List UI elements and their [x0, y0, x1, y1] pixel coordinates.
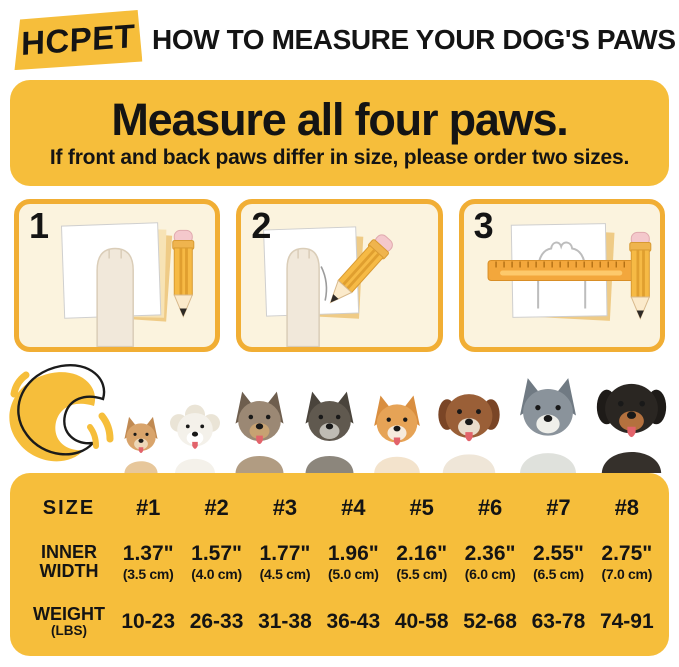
- page-title: HOW TO MEASURE YOUR DOG'S PAWS: [152, 24, 676, 55]
- weight-value: 52-68: [463, 610, 517, 633]
- measuring-steps: 1 2 3: [14, 199, 665, 352]
- dog-breeds-row: [0, 352, 679, 473]
- dog-photo-miniature-schnauzer: [296, 389, 363, 473]
- step-1-panel: 1: [14, 199, 221, 352]
- inner-width-label-line1: INNER: [40, 541, 97, 562]
- size-row: SIZE #1 #2 #3 #4 #5 #6 #7 #8: [24, 486, 661, 530]
- headline: Measure all four paws.: [111, 93, 568, 145]
- size-value: #2: [204, 495, 229, 520]
- inner-width-value: 2.55" (6.5 cm): [533, 541, 584, 582]
- dog-photo-yorkshire-terrier: [226, 389, 293, 473]
- inner-width-value: 1.96" (5.0 cm): [327, 541, 379, 582]
- size-chart: SIZE #1 #2 #3 #4 #5 #6 #7 #8 INNER WIDTH…: [10, 473, 669, 656]
- inner-width-value: 2.75" (7.0 cm): [601, 541, 653, 582]
- inner-width-label-line2: WIDTH: [39, 561, 99, 581]
- size-value: #1: [135, 495, 161, 520]
- weight-row: WEIGHT (LBS) 10-23 26-33 31-38 36-43 40-…: [24, 594, 661, 650]
- hcpet-logo: HCPET: [14, 10, 143, 70]
- weight-value: 10-23: [121, 610, 176, 633]
- paw-on-paper-with-pencil-icon: [60, 222, 195, 347]
- inner-width-value: 1.57" (4.0 cm): [191, 541, 242, 582]
- weight-value: 36-43: [326, 610, 381, 633]
- inner-width-row-label: INNER WIDTH: [24, 541, 114, 582]
- subheadline: If front and back paws differ in size, p…: [49, 146, 630, 170]
- page-header: HCPET HOW TO MEASURE YOUR DOG'S PAWS: [0, 0, 679, 78]
- headline-banner: Measure all four paws. If front and back…: [10, 80, 669, 186]
- size-value: #4: [341, 495, 366, 520]
- dog-photo-rottweiler: [590, 369, 673, 473]
- size-value: #6: [477, 495, 503, 520]
- dog-photo-siberian-husky: [509, 375, 587, 473]
- dog-photo-chihuahua: [118, 415, 164, 473]
- size-value: #5: [409, 495, 434, 520]
- weight-label: WEIGHT: [33, 603, 105, 624]
- weight-value: 74-91: [599, 610, 654, 633]
- size-value: #8: [614, 495, 640, 520]
- dog-photo-bichon-frise: [167, 403, 223, 473]
- dog-photos: [118, 369, 673, 473]
- weight-unit-label: (LBS): [51, 623, 87, 639]
- size-value: #3: [272, 495, 298, 520]
- weight-value: 26-33: [189, 610, 244, 633]
- dog-photo-shiba-inu: [365, 393, 429, 473]
- step-1-number: 1: [29, 205, 50, 246]
- measuring-with-ruler-icon: [487, 223, 651, 321]
- size-row-label: SIZE: [42, 496, 96, 519]
- inner-width-value: 2.36" (6.0 cm): [464, 541, 516, 582]
- size-value: #7: [546, 495, 571, 520]
- swoosh-doodle-icon: [9, 363, 114, 462]
- step-2-panel: 2: [236, 199, 443, 352]
- dog-photo-australian-shepherd: [432, 381, 506, 473]
- step-2-number: 2: [251, 205, 272, 246]
- step-3-number: 3: [473, 205, 494, 246]
- weight-value: 40-58: [394, 610, 449, 633]
- weight-value: 63-78: [531, 610, 586, 633]
- weight-row-label: WEIGHT (LBS): [24, 603, 114, 639]
- inner-width-value: 1.77" (4.5 cm): [259, 541, 311, 582]
- hcpet-logo-text: HCPET: [20, 16, 136, 63]
- tracing-paw-with-pencil-icon: [263, 226, 397, 347]
- inner-width-value: 1.37" (3.5 cm): [122, 541, 174, 582]
- inner-width-value: 2.16" (5.5 cm): [396, 541, 448, 582]
- weight-value: 31-38: [258, 610, 312, 633]
- step-3-panel: 3: [458, 199, 665, 352]
- inner-width-row: INNER WIDTH 1.37" (3.5 cm) 1.57" (4.0 cm…: [24, 530, 661, 594]
